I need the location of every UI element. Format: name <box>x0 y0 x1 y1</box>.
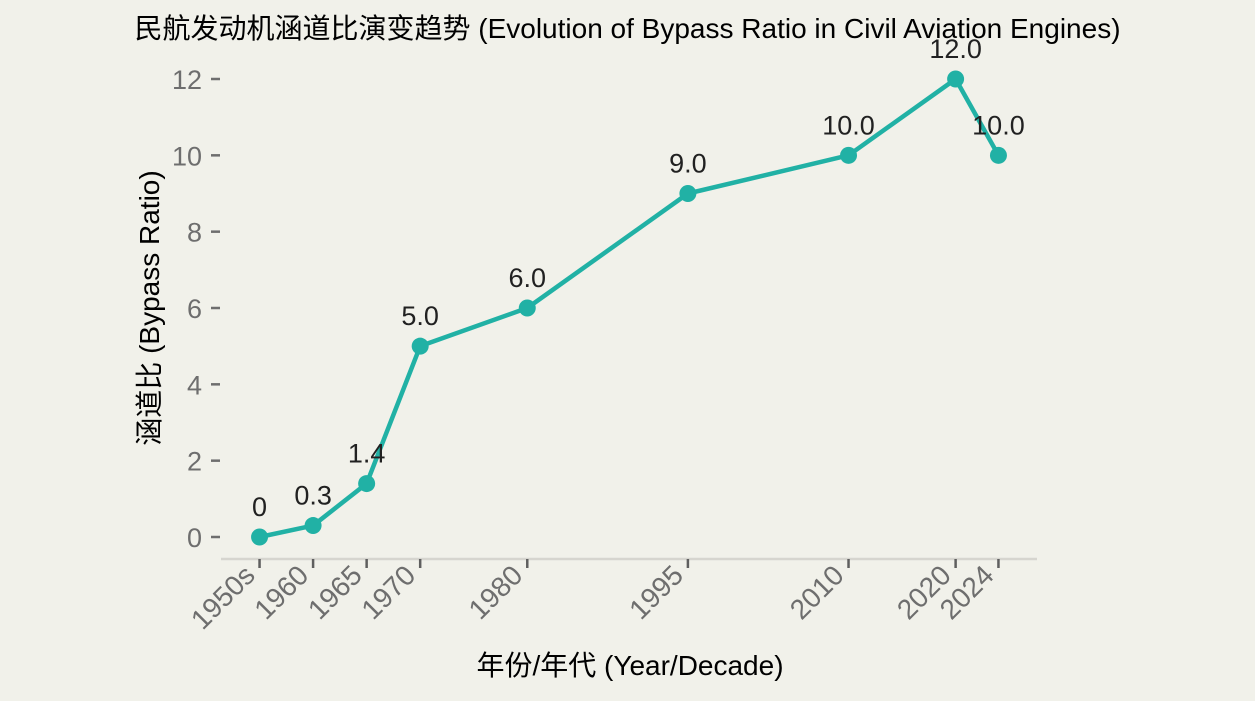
x-tick-label: 2010 <box>784 559 850 625</box>
data-point-marker <box>679 185 697 202</box>
y-tick-label: 6 <box>187 294 202 324</box>
data-point-label: 1.4 <box>348 439 386 469</box>
data-point-label: 6.0 <box>508 263 546 293</box>
data-point-label: 9.0 <box>669 149 707 179</box>
data-point-marker <box>411 337 429 355</box>
data-point-marker <box>304 517 322 535</box>
data-point-label: 10.0 <box>972 110 1025 140</box>
data-point-marker <box>989 146 1007 164</box>
y-tick-label: 4 <box>187 370 202 400</box>
x-tick-label: 1965 <box>302 559 368 625</box>
x-tick-label: 1970 <box>355 559 421 625</box>
data-point-label: 10.0 <box>822 110 875 140</box>
x-tick-label: 1950s <box>185 559 261 635</box>
y-tick-label: 10 <box>172 141 202 171</box>
data-point-marker <box>947 70 965 88</box>
data-point-marker <box>518 299 536 317</box>
x-tick-label: 1980 <box>463 559 529 625</box>
y-tick-label: 2 <box>187 447 202 477</box>
x-tick-label: 1995 <box>623 559 689 625</box>
x-axis-title: 年份/年代 (Year/Decade) <box>476 650 784 681</box>
y-tick-label: 0 <box>187 523 202 553</box>
data-point-label: 0 <box>252 492 267 522</box>
y-tick-label: 8 <box>187 218 202 248</box>
data-point-label: 12.0 <box>929 34 982 64</box>
data-point-marker <box>251 528 269 546</box>
data-point-label: 0.3 <box>294 481 332 511</box>
x-tick-label: 1960 <box>248 559 314 625</box>
y-tick-label: 12 <box>172 65 202 95</box>
data-point-label: 5.0 <box>401 301 439 331</box>
data-point-marker <box>358 475 376 493</box>
chart-title: 民航发动机涵道比演变趋势 (Evolution of Bypass Ratio … <box>134 13 1121 44</box>
data-point-marker <box>840 146 858 164</box>
